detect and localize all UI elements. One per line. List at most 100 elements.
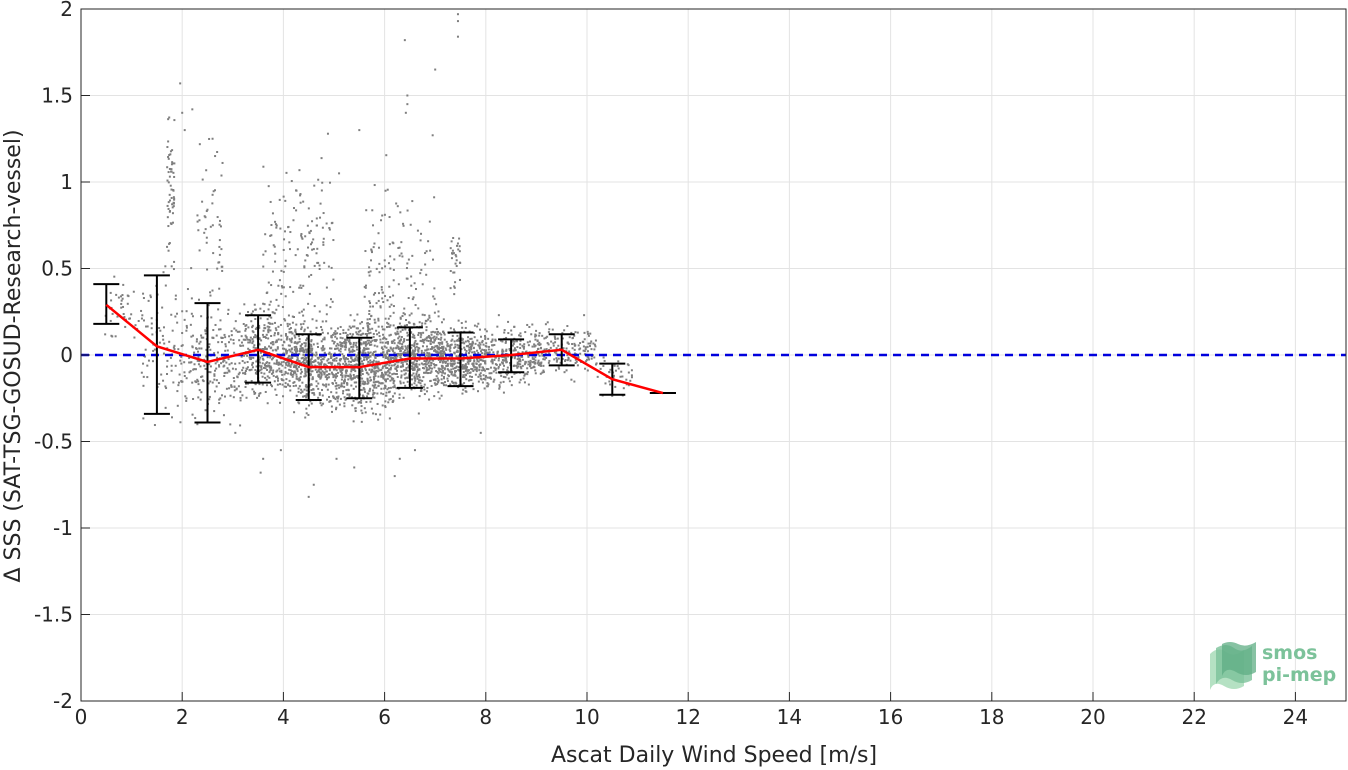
scatter-point (374, 365, 377, 368)
scatter-point (166, 359, 169, 362)
scatter-point (496, 352, 499, 355)
scatter-point (280, 378, 283, 381)
scatter-point (320, 358, 323, 361)
logo-text-smos: smos (1262, 642, 1318, 664)
scatter-point (440, 321, 443, 324)
scatter-point (149, 294, 152, 297)
scatter-point (484, 338, 487, 341)
scatter-point (279, 383, 282, 386)
scatter-point (592, 342, 595, 345)
scatter-point (228, 387, 231, 390)
scatter-point (311, 392, 314, 395)
scatter-point (202, 336, 205, 339)
scatter-point (336, 375, 339, 378)
scatter-point (334, 375, 337, 378)
scatter-point (392, 294, 395, 297)
scatter-point (212, 190, 215, 193)
scatter-point (388, 285, 391, 288)
scatter-point (356, 374, 359, 377)
scatter-point (284, 370, 287, 373)
scatter-point (414, 377, 417, 380)
scatter-point (450, 363, 453, 366)
scatter-point (234, 320, 237, 323)
scatter-point (484, 362, 487, 365)
scatter-point (373, 339, 376, 342)
scatter-point (395, 347, 398, 350)
scatter-point (424, 322, 427, 325)
scatter-point (276, 346, 279, 349)
scatter-point (291, 351, 294, 354)
scatter-point (519, 335, 522, 338)
scatter-point (439, 338, 442, 341)
scatter-point (359, 329, 362, 332)
scatter-point (336, 384, 339, 387)
scatter-point (429, 358, 432, 361)
scatter-point (402, 341, 405, 344)
scatter-point (241, 360, 244, 363)
scatter-point (291, 362, 294, 365)
scatter-point (190, 361, 193, 364)
scatter-point (369, 400, 372, 403)
scatter-point (450, 371, 453, 374)
scatter-point (468, 348, 471, 351)
scatter-point (166, 166, 169, 169)
scatter-point (296, 370, 299, 373)
scatter-point (405, 367, 408, 370)
scatter-point (387, 348, 390, 351)
scatter-point (200, 375, 203, 378)
scatter-point (171, 206, 174, 209)
y-tick-label: 1.5 (41, 84, 73, 108)
scatter-point (437, 341, 440, 344)
scatter-point (487, 337, 490, 340)
scatter-point (616, 365, 619, 368)
scatter-point (217, 381, 220, 384)
scatter-point (274, 252, 277, 255)
scatter-point (189, 370, 192, 373)
scatter-point (400, 252, 403, 255)
scatter-point (346, 374, 349, 377)
scatter-point (270, 372, 273, 375)
scatter-point (441, 330, 444, 333)
scatter-point (303, 320, 306, 323)
scatter-point (317, 261, 320, 264)
scatter-point (288, 248, 291, 251)
scatter-point (524, 361, 527, 364)
scatter-point (477, 380, 480, 383)
scatter-point (228, 370, 231, 373)
scatter-point (241, 369, 244, 372)
scatter-point (297, 365, 300, 368)
scatter-point (470, 343, 473, 346)
scatter-point (454, 345, 457, 348)
scatter-point (310, 357, 313, 360)
scatter-point (208, 343, 211, 346)
scatter-point (506, 369, 509, 372)
scatter-point (330, 353, 333, 356)
scatter-point (587, 356, 590, 359)
scatter-point (472, 347, 475, 350)
scatter-point (526, 341, 529, 344)
scatter-point (372, 391, 375, 394)
scatter-point (309, 384, 312, 387)
scatter-point (476, 325, 479, 328)
scatter-point (410, 284, 413, 287)
scatter-point (428, 360, 431, 363)
y-tick-label: -1.5 (34, 603, 73, 627)
scatter-point (586, 330, 589, 333)
scatter-point (151, 333, 154, 336)
scatter-point (400, 335, 403, 338)
scatter-point (226, 349, 229, 352)
scatter-point (501, 350, 504, 353)
scatter-point (440, 368, 443, 371)
scatter-point (172, 201, 175, 204)
scatter-point (232, 342, 235, 345)
scatter-point (435, 303, 438, 306)
scatter-point (410, 361, 413, 364)
scatter-point (397, 247, 400, 250)
scatter-point (435, 375, 438, 378)
scatter-point (214, 362, 217, 365)
scatter-point (485, 368, 488, 371)
scatter-point (191, 381, 194, 384)
scatter-point (361, 368, 364, 371)
scatter-point (220, 341, 223, 344)
scatter-point (252, 331, 255, 334)
